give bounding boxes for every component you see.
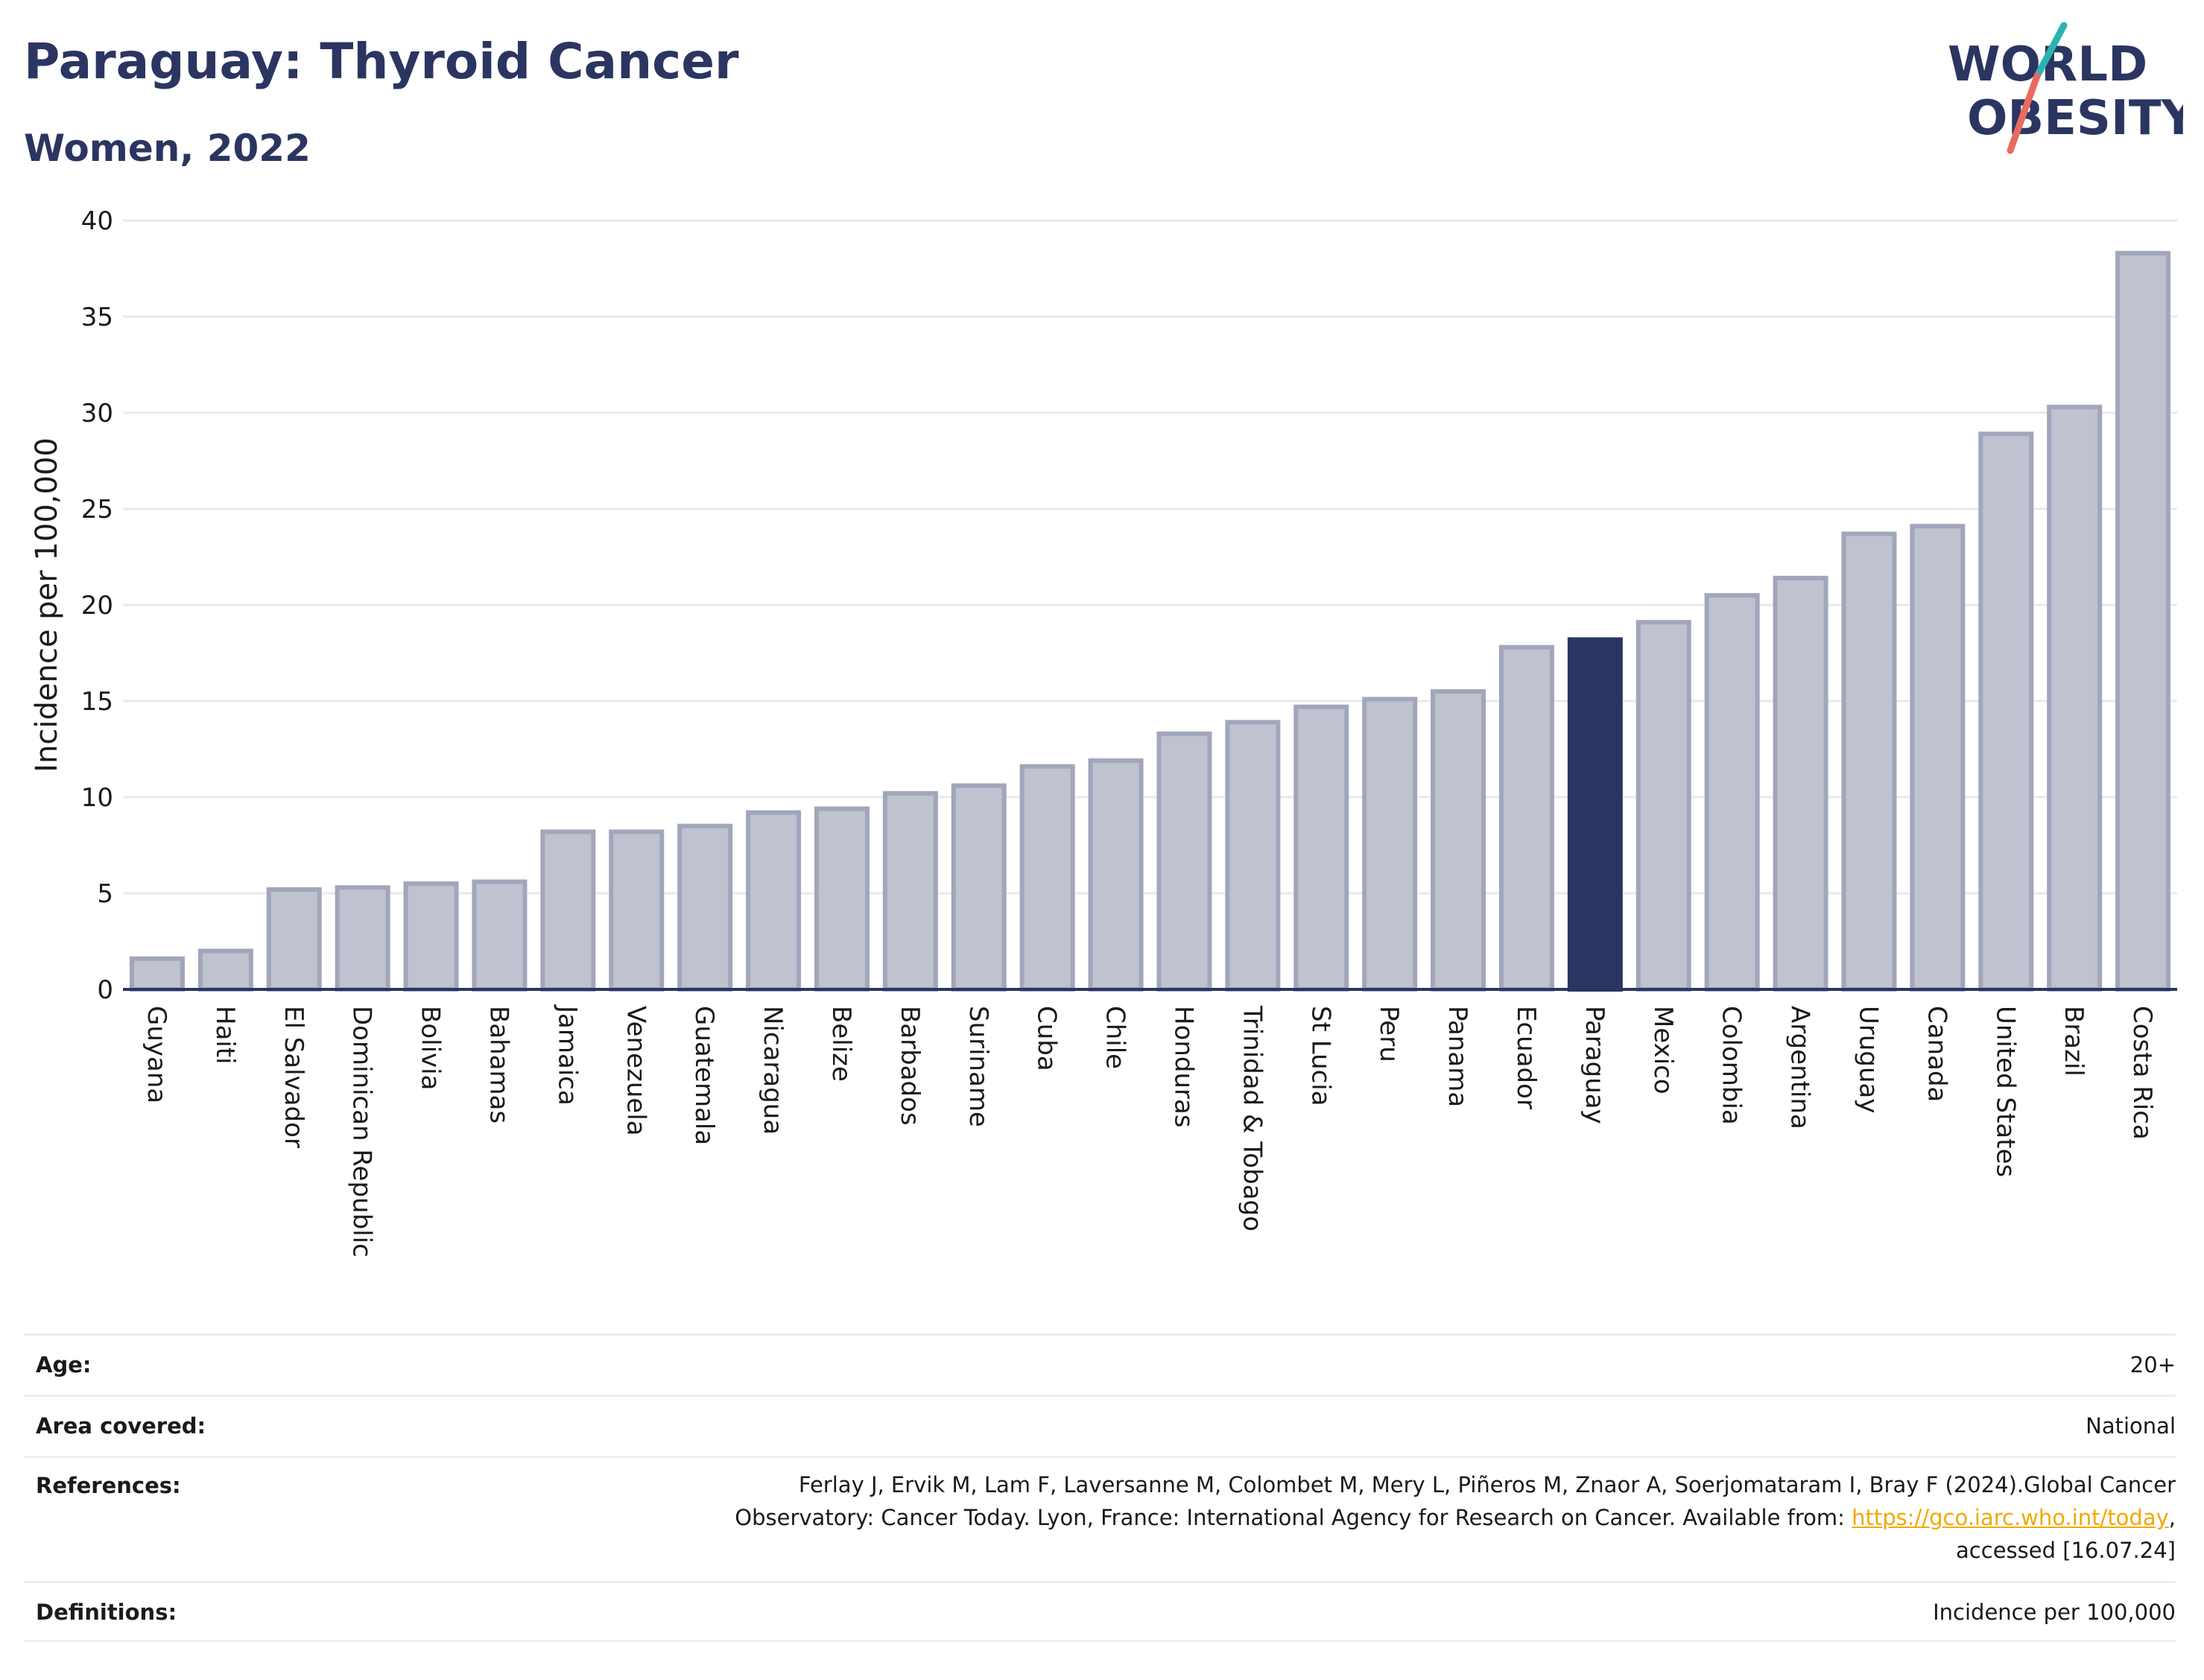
- x-tick-label: Brazil: [2059, 1006, 2089, 1077]
- bar-bahamas: [472, 879, 528, 992]
- bar-panama: [1431, 689, 1486, 992]
- x-tick-label: Belize: [826, 1006, 856, 1082]
- x-tick-label: Suriname: [963, 1006, 993, 1127]
- bar-guatemala: [677, 823, 733, 992]
- y-tick-label: 10: [81, 783, 113, 813]
- bar-costa-rica: [2115, 250, 2171, 992]
- bar-st-lucia: [1293, 704, 1349, 992]
- bar-jamaica: [540, 829, 596, 992]
- bar-brazil: [2047, 405, 2103, 992]
- x-tick-label: Nicaragua: [758, 1006, 788, 1135]
- logo-slash-teal: [2033, 22, 2068, 80]
- y-tick-labels: 0 5 10 15 20 25 30 35 40: [81, 206, 113, 1005]
- bar-peru: [1362, 697, 1418, 992]
- meta-row-references: References: Ferlay J, Ervik M, Lam F, La…: [24, 1456, 2176, 1581]
- x-tick-label: Costa Rica: [2127, 1006, 2157, 1140]
- bar-dominican-republic: [335, 885, 390, 992]
- grid-lines: [123, 219, 2177, 895]
- references-accessed: , accessed [16.07.24]: [1956, 1505, 2176, 1563]
- meta-row-area: Area covered: National: [24, 1395, 2176, 1456]
- bar-bolivia: [403, 881, 459, 992]
- age-value: 20+: [2129, 1352, 2176, 1378]
- x-tick-label: El Salvador: [279, 1006, 308, 1148]
- x-tick-label: Argentina: [1785, 1006, 1815, 1129]
- y-tick-label: 30: [81, 399, 113, 428]
- x-tick-label: St Lucia: [1305, 1006, 1335, 1106]
- page-subtitle: Women, 2022: [24, 127, 311, 170]
- logo-slash-red: [2007, 72, 2041, 154]
- x-tick-label: Trinidad & Tobago: [1237, 1005, 1267, 1232]
- x-tick-label: Jamaica: [552, 1004, 582, 1106]
- bar-barbados: [882, 790, 938, 992]
- meta-row-age: Age: 20+: [24, 1334, 2176, 1395]
- x-tick-label: Bahamas: [484, 1006, 513, 1123]
- metadata-table: Age: 20+ Area covered: National Referenc…: [24, 1334, 2176, 1642]
- area-value: National: [2086, 1413, 2176, 1439]
- definitions-label: Definitions:: [36, 1600, 177, 1625]
- references-label: References:: [36, 1473, 181, 1498]
- x-tick-label: Guyana: [142, 1006, 171, 1103]
- bar-venezuela: [609, 829, 665, 992]
- logo-line-1: WORLD: [1948, 37, 2147, 92]
- bar-chile: [1088, 758, 1144, 992]
- x-tick-label: Ecuador: [1511, 1006, 1541, 1109]
- x-tick-label: Dominican Republic: [347, 1006, 377, 1258]
- x-tick-label: Mexico: [1648, 1006, 1678, 1094]
- logo-line-2: OBESITY: [1967, 91, 2183, 146]
- meta-row-definitions: Definitions: Incidence per 100,000: [24, 1581, 2176, 1642]
- x-tick-label: Barbados: [895, 1006, 925, 1126]
- bar-paraguay: [1567, 637, 1623, 992]
- x-tick-label: Peru: [1374, 1006, 1404, 1062]
- x-tick-label: Cuba: [1032, 1006, 1062, 1071]
- x-tick-label: Venezuela: [621, 1006, 650, 1136]
- bars: [129, 250, 2171, 992]
- x-tick-label: Bolivia: [416, 1006, 446, 1090]
- bar-uruguay: [1841, 531, 1897, 992]
- x-tick-label: Chile: [1101, 1006, 1130, 1069]
- age-label: Age:: [36, 1352, 92, 1378]
- bar-haiti: [197, 948, 253, 992]
- x-tick-label: Panama: [1443, 1006, 1472, 1107]
- bar-united-states: [1978, 431, 2034, 992]
- world-obesity-logo: WORLD OBESITY: [1948, 22, 2183, 154]
- bar-cuba: [1019, 764, 1075, 992]
- y-tick-label: 15: [81, 687, 113, 717]
- x-tick-label: Paraguay: [1580, 1006, 1609, 1124]
- bar-belize: [814, 806, 870, 992]
- y-tick-label: 5: [97, 879, 113, 909]
- x-tick-labels: Guyana Haiti El Salvador Dominican Republic…: [142, 1004, 2157, 1258]
- bar-el-salvador: [266, 887, 322, 992]
- bar-canada: [1910, 524, 1966, 992]
- x-tick-label: United States: [1990, 1006, 2020, 1177]
- bar-guyana: [129, 956, 185, 992]
- x-tick-label: Haiti: [210, 1006, 240, 1065]
- bar-suriname: [951, 783, 1007, 992]
- x-tick-label: Guatemala: [689, 1006, 719, 1145]
- y-tick-label: 40: [81, 206, 113, 236]
- y-tick-label: 25: [81, 495, 113, 524]
- x-tick-label: Uruguay: [1853, 1006, 1883, 1114]
- references-value: Ferlay J, Ervik M, Lam F, Laversanne M, …: [685, 1468, 2176, 1567]
- bar-ecuador: [1498, 644, 1554, 992]
- x-tick-label: Colombia: [1717, 1006, 1747, 1125]
- bar-nicaragua: [746, 810, 802, 992]
- y-tick-label: 0: [97, 975, 113, 1005]
- area-label: Area covered:: [36, 1413, 206, 1439]
- bar-colombia: [1704, 593, 1760, 992]
- y-tick-label: 35: [81, 302, 113, 332]
- y-axis-title: Incidence per 100,000: [30, 437, 64, 773]
- x-tick-label: Honduras: [1168, 1006, 1198, 1128]
- y-tick-label: 20: [81, 591, 113, 621]
- x-tick-label: Canada: [1922, 1006, 1951, 1102]
- bar-honduras: [1156, 731, 1212, 992]
- bar-chart: 0 5 10 15 20 25 30 35 40 Guyana Haiti El Salvador D…: [30, 206, 2177, 1258]
- definitions-value: Incidence per 100,000: [1933, 1600, 2176, 1625]
- references-link[interactable]: https://gco.iarc.who.int/today: [1852, 1505, 2169, 1530]
- page-title: Paraguay: Thyroid Cancer: [24, 33, 739, 90]
- bar-argentina: [1773, 575, 1828, 992]
- bar-trinidad-tobago: [1225, 720, 1281, 992]
- bar-mexico: [1635, 620, 1691, 992]
- references-text: Ferlay J, Ervik M, Lam F, Laversanne M, …: [735, 1472, 2176, 1530]
